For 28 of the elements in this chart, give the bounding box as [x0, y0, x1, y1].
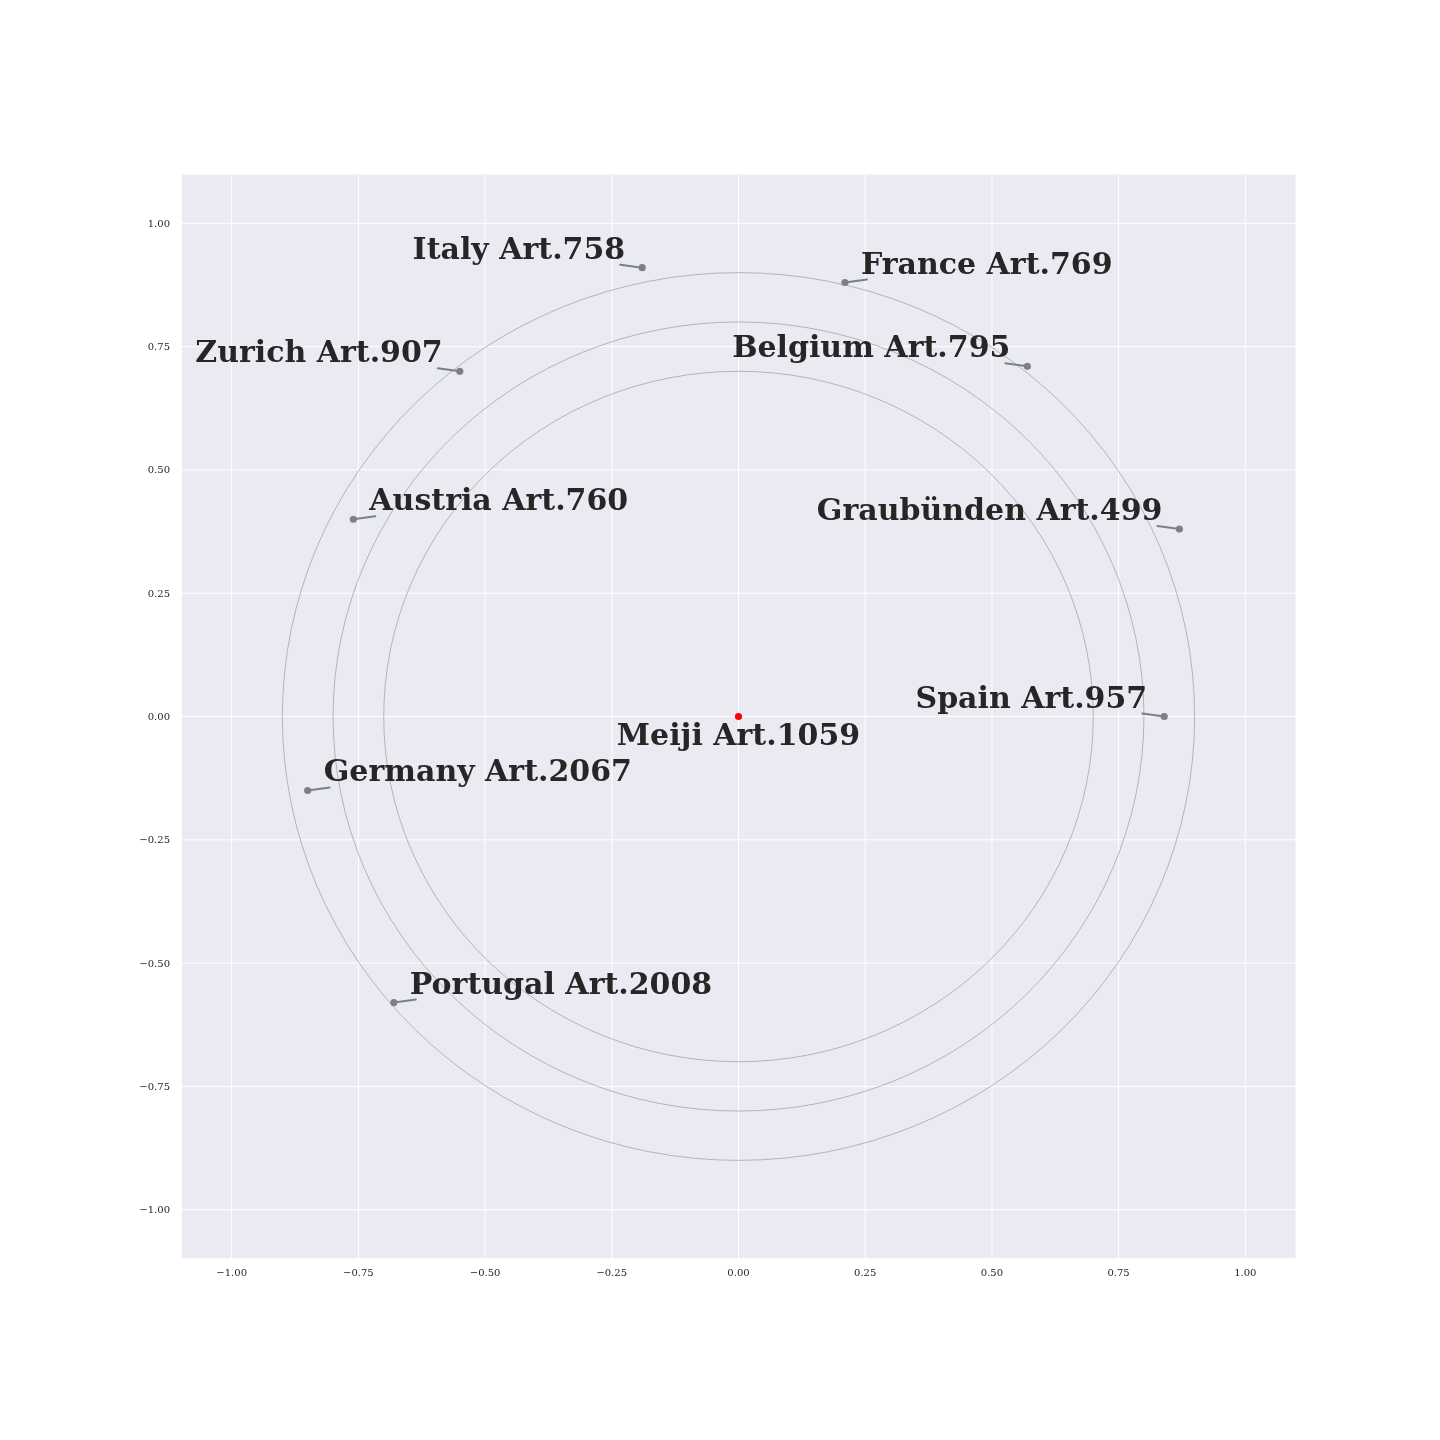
y-tick-label: 0.50 — [147, 464, 170, 476]
x-tick-label: 0.50 — [980, 1267, 1004, 1279]
x-tick-label: −0.25 — [596, 1267, 628, 1279]
x-tick-label: −0.50 — [469, 1267, 501, 1279]
y-tick-label: 0.00 — [147, 711, 170, 723]
annotation: Spain Art.957 — [915, 679, 1148, 715]
annotation: Zurich Art.907 — [195, 334, 443, 370]
x-tick-label: 0.75 — [1107, 1267, 1130, 1279]
x-tick-label: 0.25 — [854, 1267, 877, 1279]
y-tick-label: −0.75 — [139, 1080, 170, 1092]
annotation: Germany Art.2067 — [323, 753, 632, 789]
y-tick-label: −0.25 — [139, 834, 170, 846]
y-tick-label: 0.75 — [147, 341, 170, 353]
x-tick-label: 1.00 — [1234, 1267, 1257, 1279]
annotation: Austria Art.760 — [368, 482, 629, 518]
y-tick-label: −1.00 — [139, 1204, 170, 1216]
x-tick-label: −1.00 — [216, 1267, 248, 1279]
x-tick-label: 0.00 — [727, 1267, 750, 1279]
annotation: Belgium Art.795 — [732, 329, 1011, 365]
x-tick-label: −0.75 — [343, 1267, 374, 1279]
y-tick-label: −0.50 — [139, 957, 170, 969]
annotation: Graubünden Art.499 — [816, 492, 1163, 528]
annotation: Meiji Art.1059 — [616, 716, 861, 752]
annotation: France Art.769 — [860, 245, 1113, 281]
annotation: Portugal Art.2008 — [409, 965, 713, 1001]
annotation: Italy Art.758 — [412, 230, 626, 266]
y-tick-label: 0.25 — [147, 587, 170, 599]
y-tick-label: 1.00 — [147, 217, 170, 229]
